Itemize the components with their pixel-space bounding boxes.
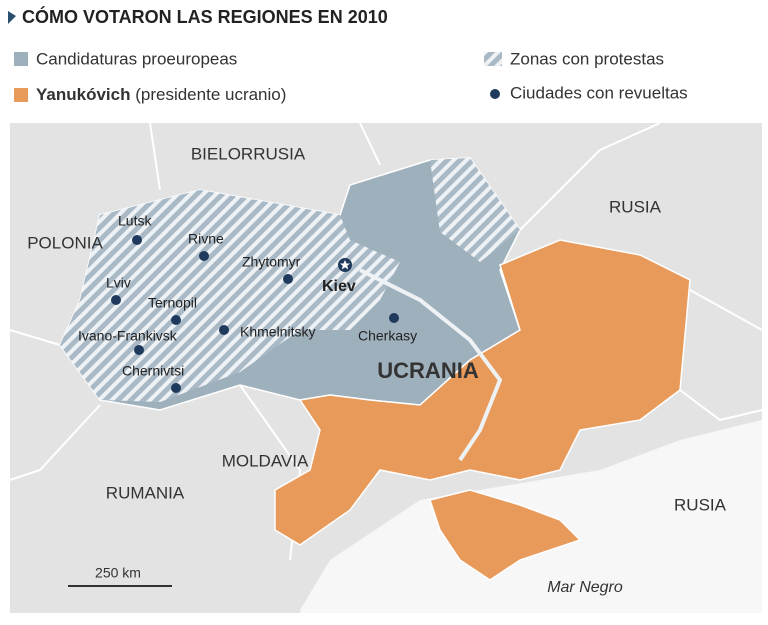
city-label: Ternopil xyxy=(148,295,197,311)
river xyxy=(359,268,503,462)
city-dot xyxy=(171,315,181,325)
legend-label-bold: Yanukóvich xyxy=(36,85,130,104)
protest-zone xyxy=(60,190,400,402)
city-label: Ivano-Frankivsk xyxy=(78,328,178,344)
country-name: UCRANIA xyxy=(377,358,479,383)
legend-label: Yanukóvich (presidente ucranio) xyxy=(36,85,286,104)
city-label: Cherkasy xyxy=(358,328,417,344)
city-dot xyxy=(132,235,142,245)
borders xyxy=(9,122,763,561)
city-dot xyxy=(283,274,293,284)
city-label: Lviv xyxy=(106,275,131,291)
yanukovich-regions xyxy=(274,239,691,546)
title: CÓMO VOTARON LAS REGIONES EN 2010 xyxy=(22,6,388,27)
city-dot xyxy=(111,295,121,305)
city-label: Lutsk xyxy=(118,213,152,229)
city-label: Zhytomyr xyxy=(242,254,301,270)
sea-label: Mar Negro xyxy=(547,579,623,596)
legend-label: Candidaturas proeuropeas xyxy=(36,49,237,68)
legend-dot xyxy=(490,89,500,99)
city-dot xyxy=(219,325,229,335)
legend-swatch xyxy=(14,52,28,66)
city-dot xyxy=(199,251,209,261)
capital-star xyxy=(340,260,350,270)
legend-label-rest: (presidente ucranio) xyxy=(135,85,286,104)
country-label: RUMANIA xyxy=(106,483,185,502)
title-marker xyxy=(8,11,16,24)
city-dots xyxy=(111,235,399,393)
city-dot xyxy=(171,383,181,393)
city-label: Chernivtsi xyxy=(122,363,184,379)
legend-label: Zonas con protestas xyxy=(510,49,664,68)
country-label: BIELORRUSIA xyxy=(191,144,306,163)
scale-label: 250 km xyxy=(95,565,141,581)
city-dot xyxy=(134,345,144,355)
country-label: RUSIA xyxy=(674,495,727,514)
country-label: RUSIA xyxy=(609,197,662,216)
crimea xyxy=(429,489,582,581)
legend-label: Ciudades con revueltas xyxy=(510,83,688,102)
country-label: MOLDAVIA xyxy=(222,451,309,470)
legend-swatch xyxy=(484,52,502,66)
country-label: POLONIA xyxy=(27,233,103,252)
protest-zone xyxy=(430,158,520,262)
city-label: Khmelnitsky xyxy=(240,324,315,340)
city-label: Rivne xyxy=(188,231,224,247)
legend-swatch xyxy=(14,88,28,102)
capital-label: Kiev xyxy=(322,278,356,295)
city-dot xyxy=(389,313,399,323)
